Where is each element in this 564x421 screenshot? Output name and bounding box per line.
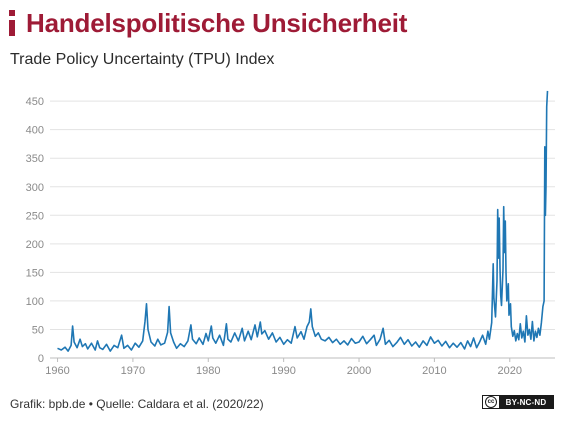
cc-icon: cc	[483, 396, 499, 408]
logo-square	[9, 10, 15, 16]
logo-bar	[9, 20, 15, 36]
x-tick-label: 2010	[422, 365, 446, 377]
x-tick-label: 1990	[271, 365, 295, 377]
y-tick-label: 100	[26, 296, 44, 308]
y-tick-label: 450	[26, 96, 44, 108]
y-tick-label: 250	[26, 210, 44, 222]
y-tick-label: 50	[32, 324, 44, 336]
license-terms: BY-NC-ND	[499, 396, 553, 408]
cc-symbol: cc	[485, 396, 497, 408]
y-tick-label: 400	[26, 125, 44, 137]
source-credit: Grafik: bpb.de • Quelle: Caldara et al. …	[10, 397, 264, 411]
license-badge[interactable]: cc BY-NC-ND	[482, 395, 554, 409]
y-tick-label: 300	[26, 182, 44, 194]
x-tick-label: 1960	[45, 365, 69, 377]
y-tick-label: 350	[26, 153, 44, 165]
x-tick-label: 1970	[121, 365, 145, 377]
y-tick-label: 0	[38, 353, 44, 365]
x-tick-label: 2000	[347, 365, 371, 377]
chart-subtitle: Trade Policy Uncertainty (TPU) Index	[10, 51, 275, 68]
x-tick-label: 1980	[196, 365, 220, 377]
y-tick-label: 200	[26, 239, 44, 251]
bpb-logo-mark	[9, 10, 21, 36]
page-title: Handelspolitische Unsicherheit	[26, 8, 408, 38]
y-tick-label: 150	[26, 267, 44, 279]
tpu-series-line	[57, 90, 549, 352]
x-tick-label: 2020	[498, 365, 522, 377]
